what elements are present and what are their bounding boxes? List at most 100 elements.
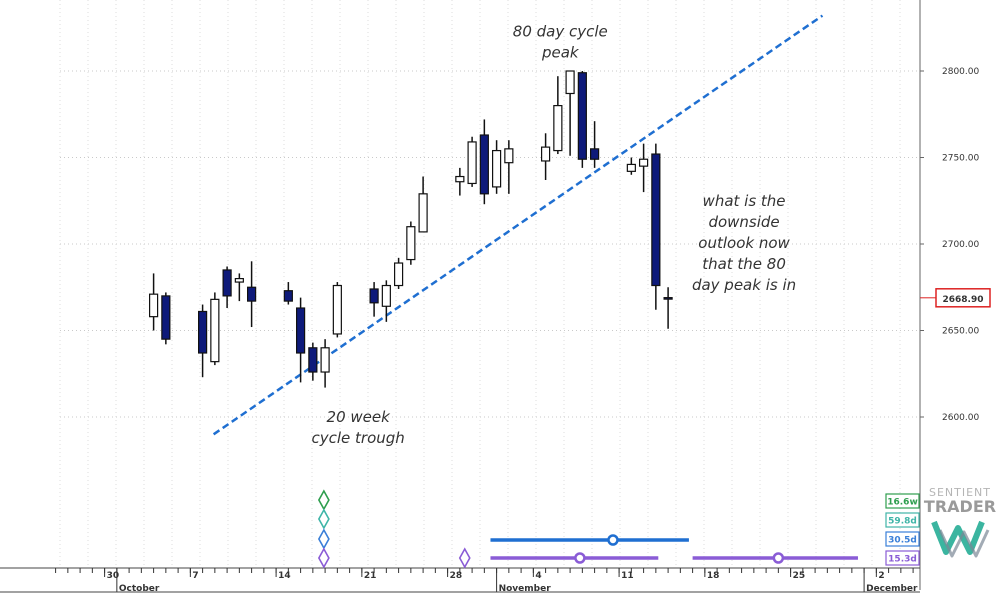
y-tick-label: 2750.00 bbox=[942, 154, 979, 164]
logo-line1: SENTIENT bbox=[929, 486, 991, 499]
cycle-badge-label: 30.5d bbox=[888, 536, 917, 546]
annotation-text: 80 day cycle peak bbox=[513, 22, 608, 61]
projection-midpoint bbox=[574, 552, 586, 564]
candle-body bbox=[638, 158, 649, 167]
logo-mark-shadow bbox=[938, 529, 990, 558]
candle bbox=[455, 167, 465, 196]
candle bbox=[406, 221, 416, 265]
y-tick-label: 2600.00 bbox=[942, 413, 979, 423]
cycle-badge bbox=[885, 512, 920, 528]
annotation-line: outlook now bbox=[698, 234, 790, 252]
candle-body bbox=[320, 347, 330, 373]
annotation-line: 80 day cycle bbox=[513, 22, 608, 40]
x-tick-label: 4 bbox=[535, 571, 541, 581]
candle bbox=[381, 280, 391, 322]
candle-body bbox=[210, 298, 220, 363]
candle-body bbox=[296, 307, 306, 354]
annotation-line: what is the bbox=[703, 192, 786, 210]
candle bbox=[149, 273, 159, 331]
candle bbox=[565, 70, 575, 156]
candle-body bbox=[504, 148, 514, 164]
cycle-marker-diamond bbox=[458, 547, 471, 569]
candle bbox=[234, 273, 244, 302]
candle bbox=[540, 133, 551, 180]
x-tick-label: 2 bbox=[878, 571, 884, 581]
candle bbox=[308, 342, 318, 381]
y-tick-label: 2800.00 bbox=[942, 67, 979, 77]
candle bbox=[283, 282, 293, 305]
x-axis: 30 7 14 21 28 4 11 18 25 2 October November December bbox=[0, 568, 920, 594]
candle bbox=[479, 119, 489, 205]
candle bbox=[467, 136, 477, 187]
x-tick-label: 30 bbox=[107, 571, 120, 581]
projection-midpoint bbox=[607, 534, 619, 546]
cycle-badge-label: 16.6w bbox=[887, 498, 918, 508]
cycle-badge-label: 59.8d bbox=[888, 517, 917, 527]
annotation-line: downside bbox=[708, 213, 779, 231]
candle bbox=[296, 297, 306, 383]
candle bbox=[651, 143, 661, 310]
month-label: October bbox=[119, 584, 160, 594]
candle-body bbox=[149, 293, 159, 318]
candle bbox=[553, 76, 563, 155]
candle bbox=[394, 257, 404, 289]
candle-body bbox=[577, 72, 587, 160]
y-tick-label: 2700.00 bbox=[942, 240, 979, 250]
candle-body bbox=[283, 290, 293, 302]
annotations-layer: 80 day cycle peak 20 week cycle trough what … bbox=[312, 22, 797, 447]
x-tick-label: 18 bbox=[707, 571, 720, 581]
last-price-label: 2668.90 bbox=[943, 295, 984, 305]
candle-body bbox=[418, 193, 428, 233]
logo-mark bbox=[931, 520, 985, 555]
candle-body bbox=[332, 284, 342, 335]
candle-body bbox=[455, 175, 465, 183]
y-tick-label: 2650.00 bbox=[942, 327, 979, 337]
candle bbox=[332, 282, 342, 338]
month-label: December bbox=[866, 584, 918, 594]
candle-body bbox=[222, 269, 232, 297]
candle bbox=[161, 292, 171, 345]
annotation-text: what is the downside outlook now that the 8… bbox=[692, 192, 796, 294]
annotation-line: day peak is in bbox=[692, 276, 796, 294]
cycle-markers-layer bbox=[317, 489, 471, 569]
candle bbox=[418, 176, 428, 233]
candle-body bbox=[589, 148, 600, 160]
candle-body bbox=[234, 278, 244, 283]
candle bbox=[210, 292, 220, 366]
x-tick-label: 7 bbox=[192, 571, 198, 581]
candle-body bbox=[467, 141, 477, 185]
month-label: November bbox=[499, 584, 552, 594]
cycle-badge bbox=[885, 493, 920, 509]
candle bbox=[369, 282, 379, 317]
candle bbox=[492, 140, 502, 194]
candle bbox=[663, 287, 673, 329]
y-axis: 2600.00 2650.00 2700.00 2750.00 2800.00 2668.… bbox=[920, 67, 991, 423]
x-tick-label: 25 bbox=[793, 571, 806, 581]
candle bbox=[198, 304, 208, 378]
candle-body bbox=[492, 149, 502, 188]
candle-body bbox=[553, 104, 563, 152]
candle bbox=[320, 339, 330, 388]
annotation-line: 20 week bbox=[327, 408, 392, 426]
cycle-marker-diamond bbox=[317, 508, 330, 530]
grid-lines bbox=[0, 0, 921, 590]
candle-body bbox=[479, 134, 489, 195]
x-tick-label: 21 bbox=[364, 571, 377, 581]
last-price-box bbox=[935, 288, 991, 308]
candle-body bbox=[651, 153, 661, 287]
candle-body bbox=[161, 295, 171, 340]
candles-layer bbox=[149, 70, 673, 388]
candle bbox=[504, 140, 514, 194]
cycle-badges: 16.6w 59.8d 30.5d 15.3d bbox=[885, 493, 920, 566]
annotation-text: 20 week cycle trough bbox=[312, 408, 405, 447]
cycle-badge bbox=[885, 531, 920, 547]
cycle-badge bbox=[885, 550, 920, 566]
candle bbox=[222, 266, 232, 309]
candle-body bbox=[626, 163, 636, 172]
candle-body bbox=[308, 347, 318, 373]
candle-body bbox=[565, 70, 575, 95]
candle bbox=[589, 121, 600, 168]
candle-body bbox=[369, 288, 379, 304]
